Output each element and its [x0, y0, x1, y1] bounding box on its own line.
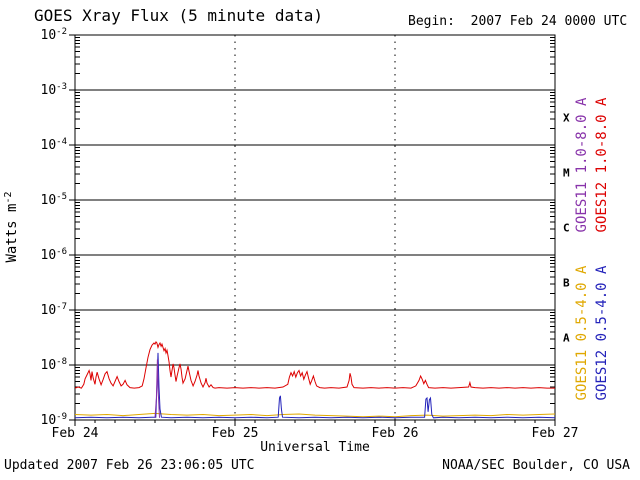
- flare-class-label-c: C: [563, 222, 570, 235]
- x-tick-label: Feb 27: [532, 426, 579, 441]
- trace-goes11-1-0-8-0-a: [154, 359, 160, 418]
- legend-goes12-1-0-8-0-a: GOES12 1.0-8.0 A: [594, 97, 610, 232]
- legend-goes12-0-5-4-0-a: GOES12 0.5-4.0 A: [594, 265, 610, 400]
- y-tick-label: 10-5: [41, 192, 68, 208]
- x-axis-title: Universal Time: [260, 440, 370, 455]
- flare-class-label-m: M: [563, 167, 570, 180]
- y-tick-label: 10-3: [41, 82, 68, 98]
- y-tick-label: 10-7: [41, 302, 68, 318]
- legend-goes11-1-0-8-0-a: GOES11 1.0-8.0 A: [574, 97, 590, 232]
- y-tick-label: 10-4: [41, 137, 68, 153]
- plot-border: [74, 34, 556, 421]
- chart-title: GOES Xray Flux (5 minute data): [34, 6, 323, 25]
- y-tick-label: 10-8: [41, 357, 68, 373]
- y-axis-title: Watts m-2: [3, 191, 20, 262]
- x-tick-label: Feb 26: [372, 426, 419, 441]
- trace-goes12-1-0-8-0-a: [74, 340, 555, 389]
- legend-goes11-0-5-4-0-a: GOES11 0.5-4.0 A: [574, 265, 590, 400]
- trace-goes12-0-5-4-0-a: [74, 352, 556, 419]
- begin-time-label: Begin: 2007 Feb 24 0000 UTC: [408, 14, 628, 29]
- y-tick-label: 10-6: [41, 247, 68, 263]
- x-tick-label: Feb 24: [52, 426, 99, 441]
- y-tick-label: 10-9: [41, 412, 68, 428]
- trace-goes11-0-5-4-0-a: [74, 412, 556, 418]
- flare-class-label-a: A: [563, 332, 570, 345]
- y-tick-label: 10-2: [41, 27, 68, 43]
- updated-timestamp: Updated 2007 Feb 26 23:06:05 UTC: [4, 458, 255, 473]
- agency-credit: NOAA/SEC Boulder, CO USA: [442, 458, 630, 473]
- flare-class-label-b: B: [563, 277, 570, 290]
- flare-class-label-x: X: [563, 112, 570, 125]
- x-tick-label: Feb 25: [212, 426, 259, 441]
